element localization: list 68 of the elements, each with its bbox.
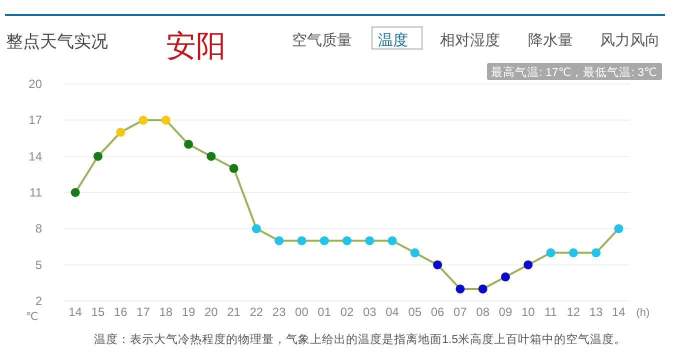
y-tick-label: 8 <box>35 222 42 236</box>
text: 风力风向 <box>600 32 660 49</box>
chart-subtitle: 安阳 <box>166 30 226 63</box>
x-tick-label: 00 <box>295 305 309 319</box>
point <box>388 236 397 246</box>
x-tick-label: 09 <box>498 305 512 319</box>
y-tick-label: 2 <box>35 294 42 308</box>
x-tick-label: 01 <box>318 305 332 319</box>
x-tick-label: 02 <box>340 305 354 319</box>
text: 相对湿度 <box>440 32 500 49</box>
point <box>342 236 352 246</box>
text: 空气质量 <box>292 32 352 49</box>
point <box>546 248 556 258</box>
point <box>320 236 329 246</box>
x-tick-label: 11 <box>544 305 558 319</box>
text: 降水量 <box>528 32 573 49</box>
point <box>138 116 148 125</box>
y-tick-label: 11 <box>30 186 42 200</box>
point <box>524 260 533 270</box>
point <box>116 128 126 137</box>
x-tick-label: 08 <box>476 305 490 319</box>
point <box>365 236 374 246</box>
point <box>592 248 601 258</box>
x-tick-label: 19 <box>182 305 196 319</box>
x-tick-label: 03 <box>362 305 377 319</box>
point <box>70 188 80 197</box>
x-axis-title: (h) <box>636 307 650 319</box>
y-tick-label: 14 <box>28 149 42 164</box>
point <box>478 284 488 294</box>
x-tick-label: 20 <box>204 305 218 319</box>
x-tick-label: 12 <box>566 305 580 319</box>
y-axis-title: ℃ <box>26 311 38 323</box>
point <box>229 164 238 173</box>
point <box>614 224 624 234</box>
x-tick-label: 04 <box>386 305 400 319</box>
point <box>297 236 306 246</box>
point <box>274 236 284 246</box>
point <box>500 272 510 282</box>
x-tick-label: 05 <box>408 305 422 319</box>
text: 最高气温: 17℃，最低气温: 3℃ <box>491 65 657 79</box>
x-tick-label: 14 <box>68 305 82 319</box>
chart-title: 整点天气实况 <box>6 32 108 51</box>
x-tick-label: 10 <box>521 305 536 319</box>
text: 温度 <box>378 32 408 49</box>
x-tick-label: 07 <box>454 305 468 319</box>
point <box>410 248 420 258</box>
point <box>161 116 170 125</box>
y-tick-label: 20 <box>28 77 42 91</box>
x-tick-label: 18 <box>159 305 173 319</box>
y-tick-label: 17 <box>28 113 42 128</box>
x-tick-label: 16 <box>114 305 128 319</box>
y-tick-label: 5 <box>35 258 42 272</box>
x-tick-label: 23 <box>272 305 286 319</box>
point <box>206 152 216 161</box>
x-tick-label: 13 <box>589 305 604 319</box>
x-tick-label: 06 <box>430 305 445 319</box>
point <box>568 248 578 258</box>
point <box>433 260 442 270</box>
x-tick-label: 22 <box>250 305 264 319</box>
text: 温度：表示大气冷热程度的物理量，气象上给出的温度是指离地面1.5米高度上百叶箱中的空气温度。 <box>94 332 626 346</box>
point <box>252 224 261 234</box>
x-tick-label: 17 <box>136 305 150 319</box>
x-tick-label: 15 <box>91 305 105 319</box>
point <box>184 140 194 149</box>
point <box>93 152 102 161</box>
x-tick-label: 14 <box>612 305 626 319</box>
point <box>456 284 465 294</box>
x-tick-label: 21 <box>227 305 241 319</box>
